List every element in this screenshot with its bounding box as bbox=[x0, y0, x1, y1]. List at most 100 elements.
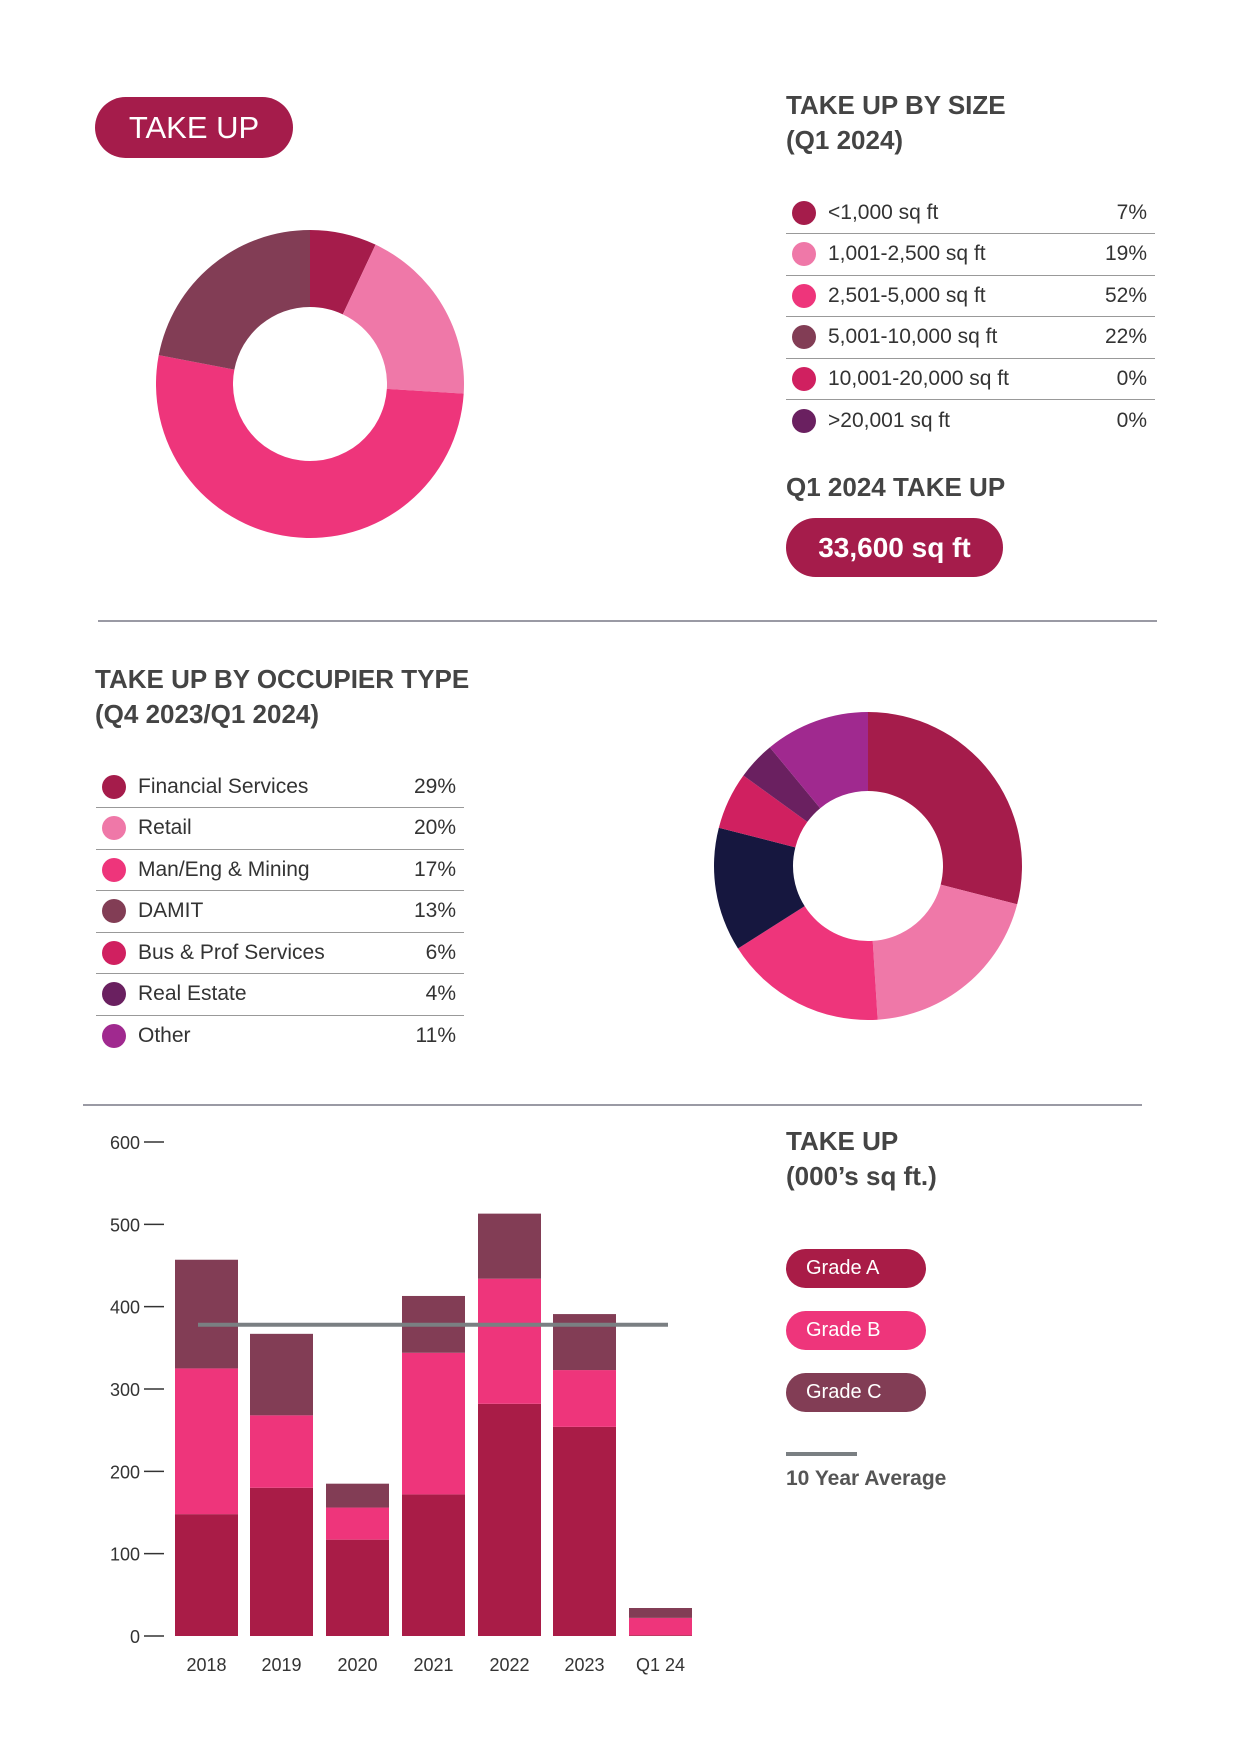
bar-grade-a-Q1-24 bbox=[629, 1635, 692, 1636]
occupier-slice-real-estate bbox=[743, 747, 821, 822]
bar-title-line2: (000’s sq ft.) bbox=[786, 1161, 937, 1191]
bar-title-line1: TAKE UP bbox=[786, 1126, 899, 1156]
legend-label: 5,001-10,000 sq ft bbox=[828, 325, 998, 348]
legend-grade-b: Grade B bbox=[786, 1311, 926, 1350]
legend-row: Real Estate 4% bbox=[96, 974, 464, 1016]
legend-label: 1,001-2,500 sq ft bbox=[828, 242, 986, 265]
legend-swatch bbox=[792, 283, 816, 308]
legend-row: Man/Eng & Mining 17% bbox=[96, 849, 464, 891]
q1-total-label: Q1 2024 TAKE UP bbox=[786, 472, 1006, 502]
size-title: TAKE UP BY SIZE (Q1 2024) bbox=[786, 88, 1006, 158]
legend-swatch bbox=[792, 408, 816, 433]
legend-row: >20,001 sq ft 0% bbox=[786, 400, 1155, 442]
legend-row: 2,501-5,000 sq ft 52% bbox=[786, 275, 1155, 317]
legend-row: Bus & Prof Services 6% bbox=[96, 932, 464, 974]
x-tick-label: 2019 bbox=[261, 1655, 301, 1675]
legend-value: 29% bbox=[413, 774, 456, 798]
legend-grade-c: Grade C bbox=[786, 1373, 926, 1412]
bar-grade-a-2021 bbox=[402, 1494, 465, 1636]
legend-label: DAMIT bbox=[138, 899, 204, 922]
occupier-slice-financial-services bbox=[868, 712, 1022, 905]
occupier-title-line2: (Q4 2023/Q1 2024) bbox=[95, 699, 320, 729]
legend-label: Bus & Prof Services bbox=[138, 940, 325, 964]
legend-value: 22% bbox=[1104, 325, 1147, 348]
legend-swatch bbox=[792, 200, 816, 225]
bar-grade-b-2021 bbox=[402, 1352, 465, 1495]
legend-swatch bbox=[102, 982, 126, 1006]
legend-average-label: 10 Year Average bbox=[786, 1467, 947, 1490]
bar-grade-c-2022 bbox=[478, 1213, 541, 1279]
legend-label: Retail bbox=[138, 816, 192, 839]
y-tick-label: 600 bbox=[110, 1133, 140, 1153]
legend-swatch bbox=[792, 242, 816, 266]
x-tick-label: 2021 bbox=[413, 1655, 453, 1675]
legend-swatch bbox=[102, 1024, 126, 1048]
legend-value: 17% bbox=[413, 857, 456, 881]
legend-row: 5,001-10,000 sq ft 22% bbox=[786, 317, 1155, 359]
legend-grade-a: Grade A bbox=[786, 1249, 926, 1288]
y-tick-label: 0 bbox=[130, 1627, 140, 1647]
legend-label: Man/Eng & Mining bbox=[138, 857, 310, 881]
bar-grade-c-2020 bbox=[326, 1483, 389, 1508]
legend-value: 0% bbox=[1116, 366, 1147, 390]
legend-average-swatch bbox=[786, 1452, 857, 1456]
x-tick-label: Q1 24 bbox=[636, 1655, 685, 1675]
legend-value: 19% bbox=[1104, 242, 1147, 265]
y-tick-label: 300 bbox=[110, 1380, 140, 1400]
size-slice-1-001-2-500-sq-ft bbox=[342, 244, 464, 394]
occupier-slice-man-eng-mining bbox=[737, 906, 878, 1020]
legend-value: 52% bbox=[1104, 283, 1147, 307]
bar-grade-b-2023 bbox=[553, 1370, 616, 1427]
y-tick-label: 400 bbox=[110, 1298, 140, 1318]
bar-grade-b-2018 bbox=[175, 1368, 238, 1515]
y-tick-label: 200 bbox=[110, 1462, 140, 1482]
occupier-slice-other bbox=[769, 712, 868, 809]
x-tick-label: 2018 bbox=[186, 1655, 226, 1675]
legend-swatch bbox=[102, 940, 126, 965]
occupier-title: TAKE UP BY OCCUPIER TYPE (Q4 2023/Q1 2024… bbox=[95, 662, 469, 732]
size-title-line1: TAKE UP BY SIZE bbox=[786, 90, 1006, 120]
bar-grade-a-2023 bbox=[553, 1426, 616, 1636]
take-up-badge: TAKE UP bbox=[95, 97, 293, 158]
bar-grade-c-2018 bbox=[175, 1259, 238, 1369]
bar-grade-b-2019 bbox=[250, 1415, 313, 1488]
bar-grade-c-Q1-24 bbox=[629, 1608, 692, 1618]
legend-swatch bbox=[102, 899, 126, 923]
legend-value: 7% bbox=[1116, 200, 1147, 224]
take-up-bar-chart: 0 100 200 300 400 500 600 2018 2019 2020 2021 2022 2… bbox=[110, 1133, 692, 1675]
bar-grade-a-2020 bbox=[326, 1539, 389, 1636]
bar-title: TAKE UP (000’s sq ft.) bbox=[786, 1124, 937, 1194]
legend-value: 20% bbox=[413, 816, 456, 839]
legend-row: Financial Services 29% bbox=[96, 766, 464, 808]
y-tick-label: 500 bbox=[110, 1215, 140, 1235]
occupier-slice-retail bbox=[872, 884, 1018, 1020]
legend-row: 1,001-2,500 sq ft 19% bbox=[786, 234, 1155, 276]
bar-grade-a-2019 bbox=[250, 1487, 313, 1636]
section-divider bbox=[98, 620, 1157, 622]
size-slice--1-000-sq-ft bbox=[310, 230, 376, 315]
x-tick-label: 2023 bbox=[564, 1655, 604, 1675]
legend-label: >20,001 sq ft bbox=[828, 408, 951, 432]
x-tick-label: 2020 bbox=[337, 1655, 377, 1675]
x-tick-label: 2022 bbox=[489, 1655, 529, 1675]
legend-row: Retail 20% bbox=[96, 808, 464, 850]
legend-label: Real Estate bbox=[138, 982, 247, 1005]
legend-value: 13% bbox=[413, 899, 456, 922]
y-tick-label: 100 bbox=[110, 1545, 140, 1565]
legend-row: Other 11% bbox=[96, 1015, 464, 1057]
occupier-slice-bus-prof-services bbox=[718, 775, 808, 848]
bar-grade-b-Q1-24 bbox=[629, 1617, 692, 1636]
legend-swatch bbox=[102, 774, 126, 799]
legend-value: 0% bbox=[1116, 408, 1147, 432]
occupier-title-line1: TAKE UP BY OCCUPIER TYPE bbox=[95, 664, 470, 694]
size-slice-5-001-10-000-sq-ft bbox=[158, 229, 310, 370]
legend-label: 2,501-5,000 sq ft bbox=[828, 283, 986, 307]
legend-value: 6% bbox=[425, 940, 456, 964]
legend-row: DAMIT 13% bbox=[96, 891, 464, 933]
legend-value: 11% bbox=[415, 1024, 456, 1047]
legend-swatch bbox=[792, 325, 816, 349]
legend-label: Financial Services bbox=[138, 774, 309, 798]
legend-label: 10,001-20,000 sq ft bbox=[828, 366, 1009, 390]
bar-grade-c-2023 bbox=[553, 1314, 616, 1371]
bar-grade-a-2018 bbox=[175, 1514, 238, 1636]
